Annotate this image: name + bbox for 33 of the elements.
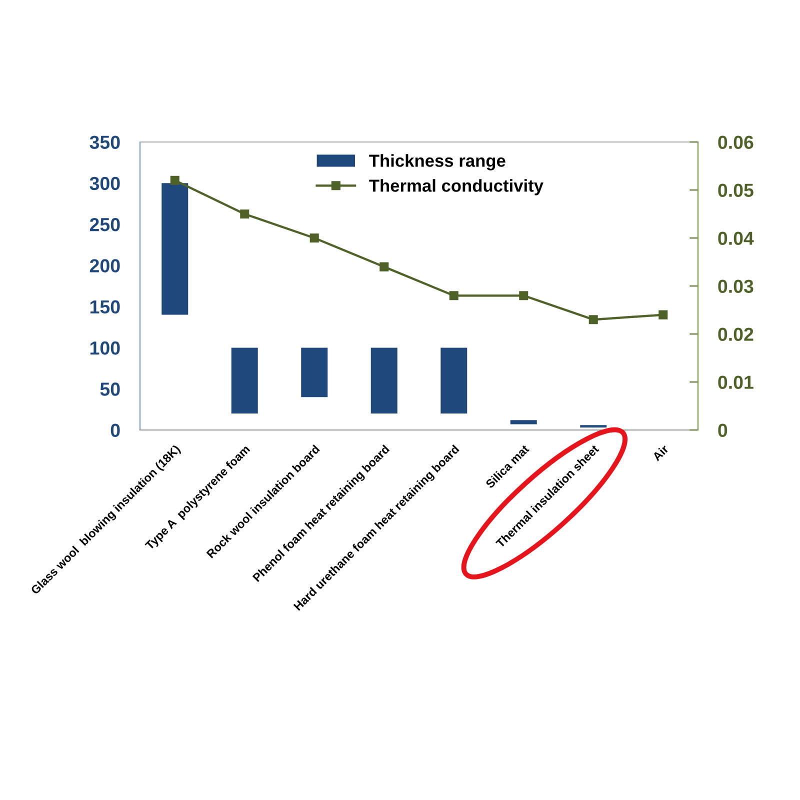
point bbox=[658, 310, 668, 320]
y-tick-label: 50 bbox=[100, 382, 120, 396]
point bbox=[310, 233, 319, 243]
bar bbox=[231, 348, 258, 414]
y2-tick-label: 0.01 bbox=[718, 376, 754, 389]
y2-tick-label: 0.04 bbox=[718, 232, 754, 245]
bar bbox=[162, 183, 188, 315]
y-tick-label: 200 bbox=[90, 259, 120, 272]
y-tick-label: 350 bbox=[90, 136, 120, 150]
bar bbox=[440, 348, 468, 414]
bar bbox=[510, 420, 537, 424]
y2-tick-label: 0.06 bbox=[718, 136, 754, 149]
y-tick-label: 300 bbox=[90, 176, 120, 190]
point bbox=[519, 291, 528, 300]
y2-tick-label: 0 bbox=[718, 424, 728, 437]
y-tick-label: 250 bbox=[90, 218, 120, 232]
bar bbox=[580, 425, 607, 428]
point bbox=[588, 315, 598, 324]
y2-tick-label: 0.03 bbox=[718, 280, 754, 294]
bar bbox=[301, 348, 328, 398]
legend-label: Thermal conductivity bbox=[369, 179, 544, 196]
y-tick-label: 0 bbox=[110, 424, 120, 437]
legend-label: Thickness range bbox=[369, 154, 506, 170]
point bbox=[380, 262, 389, 272]
x-tick-label: Air bbox=[652, 444, 670, 462]
y-tick-label: 150 bbox=[90, 300, 120, 314]
y-tick-label: 100 bbox=[90, 341, 120, 355]
point bbox=[449, 291, 458, 300]
point bbox=[240, 209, 250, 219]
y2-tick-label: 0.02 bbox=[718, 328, 754, 341]
y2-tick-label: 0.05 bbox=[718, 184, 754, 197]
point bbox=[170, 176, 180, 185]
bar bbox=[370, 348, 398, 414]
